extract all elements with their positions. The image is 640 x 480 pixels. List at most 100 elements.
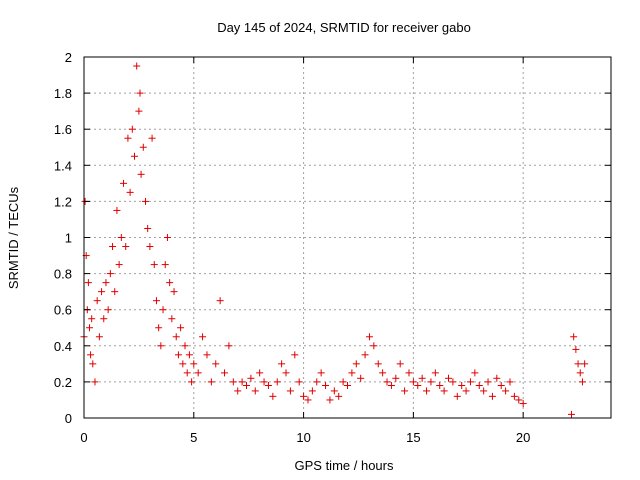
data-point — [238, 378, 246, 386]
data-point — [567, 410, 575, 418]
x-tick-label: 0 — [80, 430, 87, 445]
data-point — [519, 400, 527, 408]
data-point — [427, 378, 435, 386]
data-point — [581, 360, 589, 368]
y-tick-label: 0 — [65, 411, 72, 426]
data-point — [159, 306, 167, 314]
data-point — [370, 342, 378, 350]
data-point — [157, 342, 165, 350]
data-point — [344, 382, 351, 390]
data-point — [515, 396, 523, 404]
data-point — [104, 306, 112, 314]
data-point — [229, 378, 237, 386]
data-point — [199, 333, 207, 341]
data-point — [313, 378, 321, 386]
data-point — [185, 351, 193, 359]
data-point — [484, 378, 492, 386]
data-point — [128, 125, 136, 133]
data-point — [256, 369, 264, 377]
data-point — [379, 369, 387, 377]
data-point — [88, 315, 96, 323]
data-point — [260, 378, 268, 386]
data-point — [383, 378, 391, 386]
data-point — [330, 387, 338, 395]
data-point — [335, 392, 343, 400]
data-point — [574, 360, 582, 368]
data-point — [348, 369, 356, 377]
data-point — [458, 382, 466, 390]
data-point — [300, 392, 308, 400]
data-point — [493, 374, 501, 382]
data-point — [122, 243, 130, 251]
data-point — [506, 378, 514, 386]
data-point — [113, 206, 121, 214]
axis-ticks — [83, 56, 611, 419]
data-point — [572, 345, 580, 353]
data-point — [405, 369, 413, 377]
tick-labels: 00.20.40.60.811.21.41.61.820 5 10 15 20 — [54, 50, 530, 445]
y-tick-label: 2 — [65, 50, 72, 65]
data-point — [183, 369, 191, 377]
x-axis-label: GPS time / hours — [295, 458, 394, 473]
y-tick-label: 0.2 — [54, 375, 72, 390]
data-point — [264, 382, 272, 390]
data-point — [89, 360, 97, 368]
data-point — [133, 62, 141, 70]
data-point — [392, 374, 400, 382]
data-point — [295, 378, 303, 386]
data-point — [418, 374, 426, 382]
data-point — [111, 288, 119, 296]
data-point — [510, 392, 518, 400]
data-point — [179, 360, 187, 368]
data-point — [286, 387, 294, 395]
data-point — [247, 374, 255, 382]
data-point — [225, 342, 233, 350]
data-point — [102, 279, 110, 287]
data-point — [216, 297, 224, 305]
data-point — [475, 382, 483, 390]
y-tick-label: 0.8 — [54, 267, 72, 282]
y-tick-label: 0.4 — [54, 339, 72, 354]
data-point — [466, 378, 474, 386]
data-point — [188, 378, 196, 386]
data-point — [155, 324, 163, 332]
data-point — [98, 288, 106, 296]
data-point — [190, 360, 198, 368]
data-point — [401, 387, 409, 395]
data-point — [84, 279, 92, 287]
data-point — [117, 234, 125, 241]
data-point — [453, 392, 461, 400]
data-point — [212, 360, 220, 368]
data-point — [126, 188, 134, 196]
data-points — [80, 62, 589, 418]
data-point — [221, 369, 229, 377]
data-point — [172, 333, 180, 341]
data-point — [445, 374, 453, 382]
data-point — [480, 387, 488, 395]
data-point — [91, 378, 99, 386]
data-point — [374, 360, 382, 368]
data-point — [136, 89, 144, 97]
data-point — [497, 382, 505, 390]
data-point — [414, 382, 422, 390]
data-point — [278, 360, 286, 368]
x-tick-label: 5 — [190, 430, 197, 445]
data-point — [234, 387, 242, 395]
data-point — [124, 134, 132, 142]
data-point — [396, 360, 404, 368]
data-point — [462, 387, 470, 395]
data-point — [431, 369, 439, 377]
data-point — [120, 179, 128, 187]
data-point — [273, 378, 281, 386]
data-point — [148, 134, 156, 142]
data-point — [85, 324, 93, 332]
data-point — [361, 351, 369, 359]
data-point — [203, 351, 211, 359]
data-point — [137, 170, 145, 178]
data-point — [166, 279, 174, 287]
data-point — [282, 369, 290, 377]
y-tick-label: 0.6 — [54, 303, 72, 318]
y-tick-label: 1 — [65, 231, 72, 246]
data-point — [322, 382, 330, 390]
